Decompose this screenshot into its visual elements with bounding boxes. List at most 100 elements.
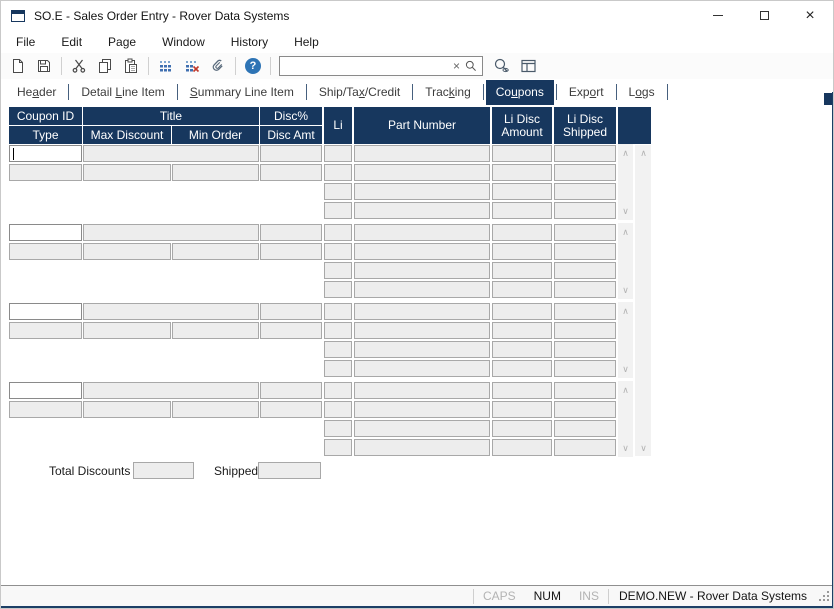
copy-button[interactable] [92,55,118,77]
max-discount-field[interactable] [83,322,171,339]
find-record-button[interactable] [489,55,515,77]
li-disc-amount-field[interactable] [492,183,552,200]
li-disc-shipped-field[interactable] [554,262,616,279]
li-disc-shipped-field[interactable] [554,382,616,399]
li-field[interactable] [324,341,352,358]
li-disc-shipped-field[interactable] [554,401,616,418]
tab-ship-tax-credit[interactable]: Ship/Tax/Credit [318,85,401,99]
scroll-block-up-icon[interactable]: ∧ [622,148,629,158]
disc-amt-field[interactable] [260,243,322,260]
min-order-field[interactable] [172,243,259,260]
li-disc-shipped-field[interactable] [554,202,616,219]
li-disc-amount-field[interactable] [492,281,552,298]
li-disc-shipped-field[interactable] [554,145,616,162]
li-disc-amount-field[interactable] [492,303,552,320]
li-disc-shipped-field[interactable] [554,439,616,456]
li-field[interactable] [324,183,352,200]
menu-window[interactable]: Window [162,34,205,49]
li-disc-shipped-field[interactable] [554,281,616,298]
min-order-field[interactable] [172,164,259,181]
toggle-panel-button[interactable] [515,55,541,77]
li-field[interactable] [324,224,352,241]
part-number-field[interactable] [354,145,490,162]
minimize-button[interactable] [695,1,741,30]
maximize-button[interactable] [741,1,787,30]
li-disc-amount-field[interactable] [492,439,552,456]
li-field[interactable] [324,202,352,219]
tab-header[interactable]: Header [17,85,57,99]
help-button[interactable]: ? [240,55,266,77]
part-number-field[interactable] [354,420,490,437]
min-order-field[interactable] [172,401,259,418]
disc-amt-field[interactable] [260,401,322,418]
part-number-field[interactable] [354,303,490,320]
li-disc-shipped-field[interactable] [554,224,616,241]
li-disc-amount-field[interactable] [492,360,552,377]
coupon-id-field[interactable] [9,382,82,399]
part-number-field[interactable] [354,401,490,418]
li-field[interactable] [324,420,352,437]
li-disc-shipped-field[interactable] [554,322,616,339]
title-field[interactable] [83,382,259,399]
part-number-field[interactable] [354,224,490,241]
li-disc-amount-field[interactable] [492,420,552,437]
scroll-block-up-icon[interactable]: ∧ [622,385,629,395]
search-input[interactable] [280,58,450,74]
menu-edit[interactable]: Edit [61,34,83,49]
cut-button[interactable] [66,55,92,77]
part-number-field[interactable] [354,382,490,399]
scroll-block-up-icon[interactable]: ∧ [622,306,629,316]
type-field[interactable] [9,243,82,260]
li-disc-amount-field[interactable] [492,262,552,279]
part-number-field[interactable] [354,164,490,181]
scroll-block-down-icon[interactable]: ∨ [622,206,629,216]
menu-help[interactable]: Help [294,34,319,49]
part-number-field[interactable] [354,243,490,260]
coupon-id-field[interactable] [9,224,82,241]
li-disc-amount-field[interactable] [492,341,552,358]
scroll-block-down-icon[interactable]: ∨ [622,285,629,295]
li-disc-amount-field[interactable] [492,322,552,339]
disc-pct-field[interactable] [260,224,322,241]
paste-button[interactable] [118,55,144,77]
min-order-field[interactable] [172,322,259,339]
tab-tracking[interactable]: Tracking [425,85,471,99]
scroll-list-up-icon[interactable]: ∧ [640,148,647,158]
li-disc-shipped-field[interactable] [554,183,616,200]
tab-summary-line-item[interactable]: Summary Line Item [189,85,294,99]
li-disc-amount-field[interactable] [492,382,552,399]
max-discount-field[interactable] [83,164,171,181]
li-field[interactable] [324,360,352,377]
search-icon[interactable] [463,59,482,73]
type-field[interactable] [9,164,82,181]
disc-amt-field[interactable] [260,322,322,339]
li-disc-amount-field[interactable] [492,401,552,418]
max-discount-field[interactable] [83,243,171,260]
li-disc-shipped-field[interactable] [554,360,616,377]
tab-detail-line-item[interactable]: Detail Line Item [81,85,165,99]
type-field[interactable] [9,401,82,418]
disc-pct-field[interactable] [260,382,322,399]
li-disc-shipped-field[interactable] [554,303,616,320]
insert-line-button[interactable] [153,55,179,77]
li-disc-amount-field[interactable] [492,224,552,241]
li-field[interactable] [324,382,352,399]
disc-pct-field[interactable] [260,303,322,320]
menu-history[interactable]: History [230,34,269,49]
disc-pct-field[interactable] [260,145,322,162]
scroll-block-down-icon[interactable]: ∨ [622,443,629,453]
li-disc-shipped-field[interactable] [554,420,616,437]
li-field[interactable] [324,164,352,181]
shipped-field[interactable] [258,462,321,479]
part-number-field[interactable] [354,439,490,456]
title-field[interactable] [83,303,259,320]
clear-search-icon[interactable]: × [452,59,460,73]
new-document-button[interactable] [5,55,31,77]
disc-amt-field[interactable] [260,164,322,181]
part-number-field[interactable] [354,262,490,279]
part-number-field[interactable] [354,322,490,339]
li-field[interactable] [324,439,352,456]
li-disc-amount-field[interactable] [492,164,552,181]
li-disc-amount-field[interactable] [492,145,552,162]
li-field[interactable] [324,281,352,298]
